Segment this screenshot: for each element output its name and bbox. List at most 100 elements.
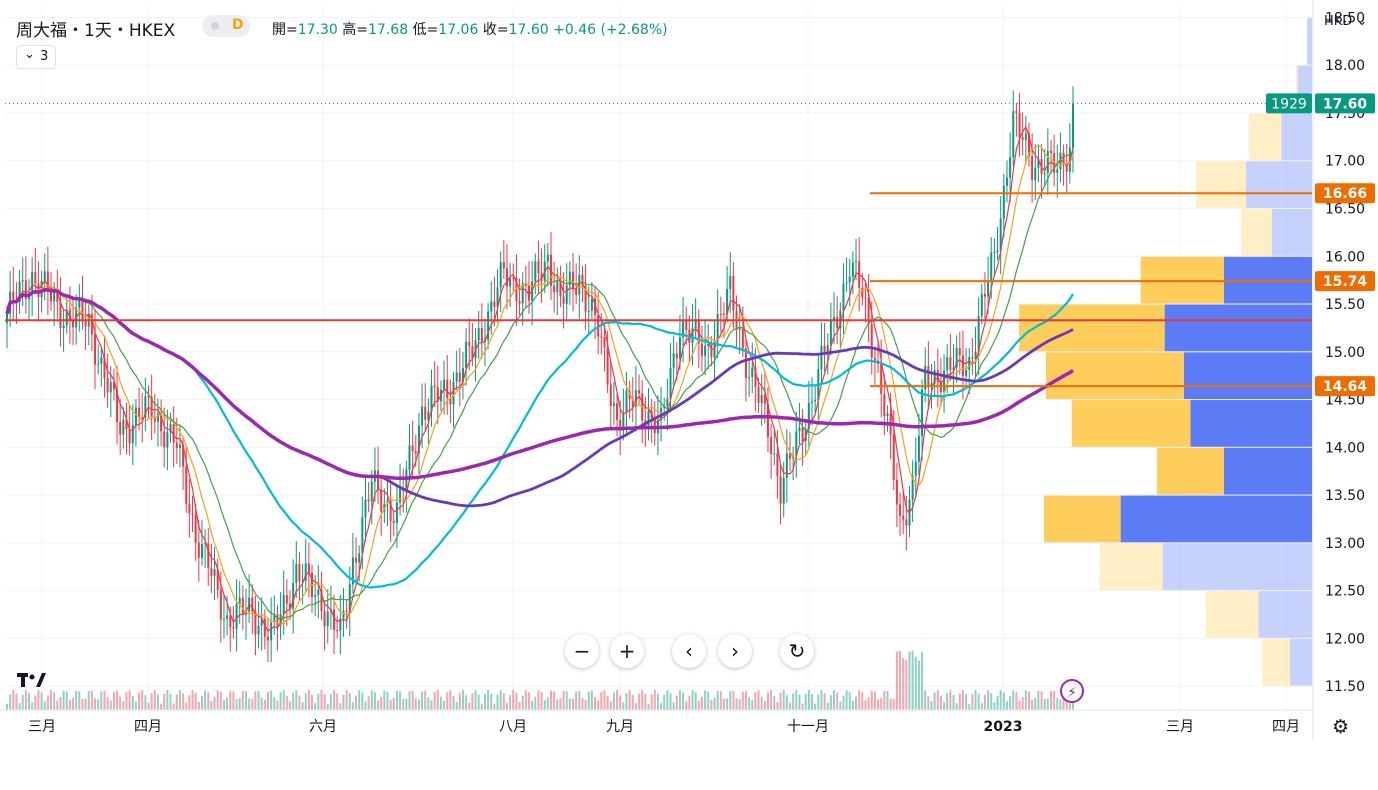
volume-bar [436,690,439,710]
volume-bar [556,699,559,710]
candle-body [348,584,351,612]
volume-bar [798,694,801,710]
candle-body [600,336,603,338]
candle-body [556,281,559,293]
symbol-title[interactable]: 周大福・1天・HKEX [16,21,176,41]
x-tick-label: 六月 [309,719,337,735]
volume-bar [763,700,766,710]
candle-body [326,611,329,627]
volume-bar [672,702,675,710]
candle-body [304,563,307,581]
candle-body [836,316,839,329]
volume-bar [377,700,380,710]
candle-body [128,429,131,444]
volume-bar [785,695,788,710]
candle-body [244,611,247,615]
volume-bar [81,698,84,710]
volume-bar [716,690,719,710]
vp-up-bar [1162,543,1312,591]
candle-body [342,610,345,619]
gear-icon[interactable]: ⚙ [1332,716,1350,738]
volume-bar [826,702,829,710]
candle-body [266,636,269,641]
tradingview-logo-icon[interactable] [15,669,55,697]
vp-up-bar [1258,591,1312,638]
volume-bar [1027,691,1030,710]
candle-body [638,390,641,394]
candle-body [21,280,24,282]
volume-bar [417,699,420,710]
candle-body [943,370,946,393]
candle-body [204,543,207,545]
candle-body [122,419,125,435]
volume-bar [1018,700,1021,710]
candle-body [68,309,71,320]
scroll-right-button[interactable]: › [718,634,752,668]
volume-bar [320,690,323,710]
candle-body [581,274,584,286]
vp-up-bar [1289,638,1312,686]
volume-bar [339,703,342,710]
volume-bar [216,690,219,710]
price-axis[interactable]: 18.5018.0017.5017.0016.5016.0015.5015.00… [1312,0,1378,740]
price-label: 15.74 [1323,274,1368,290]
candle-body [754,367,757,388]
vp-down-bar [1071,400,1191,447]
zoom-out-button[interactable]: − [565,634,599,668]
volume-bar [210,701,213,710]
scroll-left-button[interactable]: ‹ [672,634,706,668]
candle-body [433,385,436,388]
candle-body [867,298,870,324]
candle-body [936,370,939,383]
volume-bar [707,691,710,710]
candle-body [263,618,266,637]
volume-bar [292,692,295,710]
volume-bar [361,692,364,710]
candle-body [795,431,798,456]
volume-bar [273,697,276,710]
y-tick-label: 17.00 [1325,154,1365,170]
reset-chart-button[interactable]: ↻ [780,634,814,668]
candle-body [553,285,556,293]
zoom-in-button[interactable]: + [610,634,644,668]
volume-bar [251,698,254,710]
time-axis[interactable]: 三月 四月 六月 八月 九月 十一月 2023 三月 四月 [0,709,1313,735]
volume-bar [260,697,263,710]
volume-bar [719,691,722,710]
candle-body [537,261,540,274]
candle-body [987,281,990,297]
volume-bar [666,690,669,710]
price-axis-bg [1313,0,1378,740]
candle-body [24,280,27,300]
ticker-label-bg [1266,93,1312,114]
volume-bar [568,698,571,710]
volume-bar [72,697,75,710]
currency-selector[interactable]: HKD ⌄ [1324,14,1368,29]
candle-body [572,271,575,289]
lightning-icon[interactable]: ⚡ [1060,679,1084,703]
candle-body [417,425,420,454]
indicator-toggle-button[interactable]: ⌄ 3 [16,45,56,69]
chart-grid [5,6,1312,710]
candle-body [899,504,902,516]
candle-body [383,503,386,512]
y-tick-label: 16.50 [1325,202,1365,218]
volume-bar [21,694,24,710]
volume-bar [56,700,59,710]
candle-body [921,389,924,437]
candle-body [565,285,568,304]
candle-body [622,413,625,431]
volume-bar [965,694,968,710]
candle-body [559,281,562,297]
volume-bar [329,694,332,710]
candle-body [1046,150,1049,173]
volume-bar [90,690,93,710]
interval-badge[interactable]: D [202,15,250,37]
volume-bar [307,690,310,710]
volume-bar [1012,690,1015,710]
x-tick-label: 四月 [134,719,162,735]
volume-bar [160,703,163,710]
volume-bar [1068,697,1071,710]
volume-bar [18,703,21,710]
